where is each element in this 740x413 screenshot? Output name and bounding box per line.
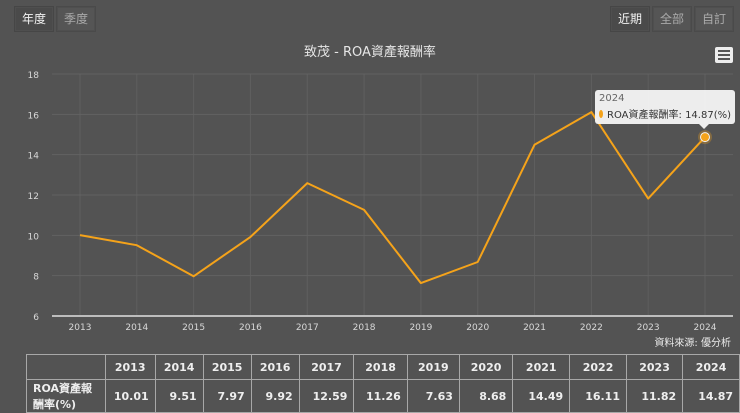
x-tick-label: 2023 <box>637 323 660 333</box>
hamburger-menu-icon[interactable] <box>715 47 733 63</box>
y-tick-label: 8 <box>33 273 39 283</box>
table-header-year: 2024 <box>682 354 740 380</box>
tooltip-value: ROA資產報酬率: 14.87(%) <box>607 110 731 121</box>
tab-quarterly[interactable]: 季度 <box>56 6 97 32</box>
x-tick-label: 2015 <box>182 323 205 333</box>
y-tick-label: 18 <box>28 71 40 81</box>
table-cell-value: 7.63 <box>406 379 460 413</box>
table-cell-value: 7.97 <box>202 379 252 413</box>
table-cell-value: 9.92 <box>250 379 300 413</box>
y-tick-label: 16 <box>28 111 40 121</box>
y-tick-label: 10 <box>28 232 40 242</box>
table-cell-value: 8.68 <box>458 379 514 413</box>
table-header-year: 2018 <box>353 354 408 380</box>
table-cell-value: 11.82 <box>625 379 684 413</box>
table-cell-value: 11.26 <box>353 379 408 413</box>
x-tick-label: 2017 <box>296 323 319 333</box>
table-header-year: 2017 <box>298 354 355 380</box>
tab-all[interactable]: 全部 <box>651 6 692 32</box>
period-toggle: 年度 季度 <box>14 6 98 32</box>
table-cell-value: 9.51 <box>154 379 204 413</box>
x-tick-label: 2022 <box>580 323 603 333</box>
x-tick-label: 2021 <box>523 323 546 333</box>
series-dot-icon <box>599 109 604 118</box>
x-tick-label: 2018 <box>353 323 376 333</box>
x-tick-label: 2019 <box>409 323 432 333</box>
table-cell-value: 10.01 <box>104 379 156 413</box>
table-cell-value: 16.11 <box>569 379 627 413</box>
x-tick-label: 2016 <box>239 323 262 333</box>
chart-tooltip: 2024 ROA資產報酬率: 14.87(%) <box>595 90 735 129</box>
line-chart: 6 8 10 12 14 16 18 2013 2014 2015 2016 2017 2018 2019… <box>28 71 733 333</box>
x-tick-label: 2020 <box>466 323 489 333</box>
x-tick-label: 2013 <box>69 323 92 333</box>
table-header-year: 2021 <box>512 354 571 380</box>
table-header-year: 2014 <box>154 354 204 380</box>
table-header-year: 2013 <box>104 354 156 380</box>
table-header-year: 2015 <box>202 354 252 380</box>
x-tick-label: 2024 <box>694 323 717 333</box>
table-header-year: 2019 <box>406 354 460 380</box>
y-tick-label: 6 <box>33 313 39 323</box>
highlighted-data-point[interactable] <box>700 132 710 143</box>
chart-title: 致茂 - ROA資產報酬率 <box>304 45 436 60</box>
table-header-year: 2020 <box>458 354 514 380</box>
tooltip-year: 2024 <box>599 93 625 104</box>
range-toggle: 近期 全部 自訂 <box>609 6 736 32</box>
x-tick-label: 2014 <box>125 323 148 333</box>
roa-series-line <box>79 111 706 285</box>
y-tick-label: 14 <box>28 152 40 162</box>
tab-annual[interactable]: 年度 <box>14 6 55 32</box>
table-cell-value: 14.87 <box>682 379 740 413</box>
y-tick-label: 12 <box>28 192 39 202</box>
table-cell-value: 12.59 <box>298 379 355 413</box>
table-row-label: ROA資產報酬率(%) <box>26 379 106 413</box>
source-credit: 資料來源: 優分析 <box>654 338 731 349</box>
table-cell-value: 14.49 <box>512 379 571 413</box>
tab-recent[interactable]: 近期 <box>609 6 650 32</box>
tab-custom[interactable]: 自訂 <box>693 6 734 32</box>
table-header-blank <box>26 354 106 380</box>
table-header-year: 2016 <box>250 354 300 380</box>
data-table: 2013 2014 2015 2016 2017 2018 2019 2020 2021 2022… <box>26 354 740 413</box>
table-header-year: 2022 <box>569 354 627 380</box>
table-header-year: 2023 <box>625 354 684 380</box>
